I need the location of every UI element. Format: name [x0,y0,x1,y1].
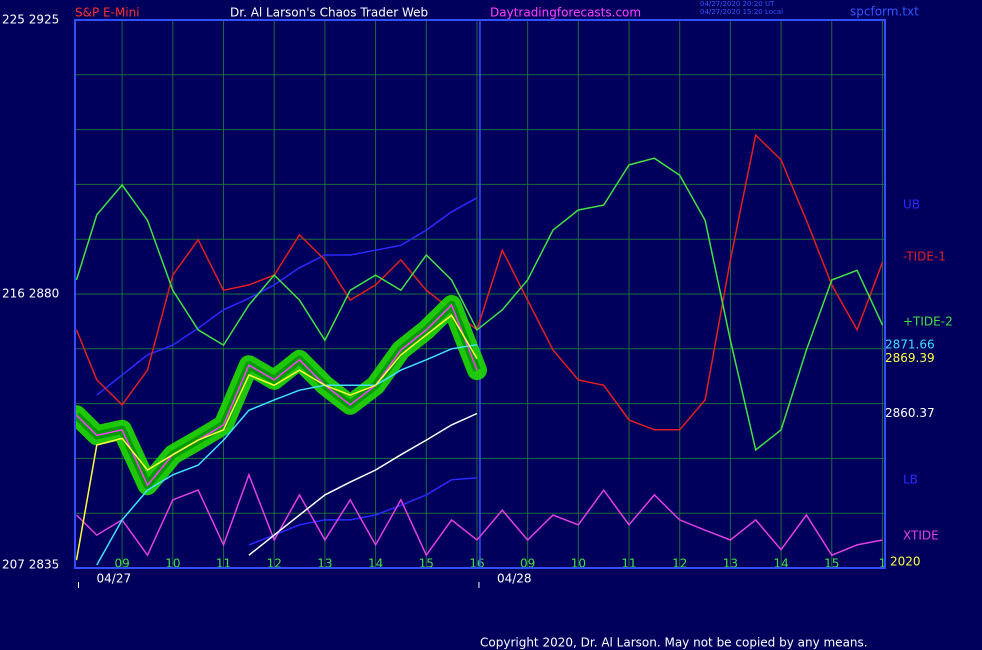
legend-label: LB [903,473,918,487]
year: 2020 [890,555,921,569]
legend-label: -TIDE-1 [903,250,946,264]
copyright: Copyright 2020, Dr. Al Larson. May not b… [480,636,868,650]
chart-title: Dr. Al Larson's Chaos Trader Web [230,6,428,20]
series-line [248,477,478,546]
y-tick-label: 216 2880 [2,287,59,301]
end-value-label: 2869.39 [885,351,935,365]
date-label: 04/28 [497,572,532,586]
legend-label: +TIDE-2 [903,315,953,329]
end-value-label: 2860.37 [885,406,935,420]
timestamp: 04/27/2020 15:20 Local [700,8,783,16]
site: Daytradingforecasts.com [490,6,641,20]
instrument: S&P E-Mini [75,6,140,20]
series-line [75,303,478,487]
series-line [248,412,478,556]
legend-label: XTIDE [903,529,939,543]
x-tick-label: 1 [879,557,887,571]
end-value-label: 2871.66 [885,337,935,351]
series-line [75,472,883,557]
date-label: 04/27 [97,572,132,586]
timestamp: 04/27/2020 20:20 UT [700,0,775,8]
series-line [75,157,884,452]
series-line [96,344,478,566]
series-layer [75,133,884,566]
plot-border [74,19,886,569]
file-name: spcform.txt [850,5,919,19]
y-tick-label: 225 2925 [2,13,59,27]
legend-label: UB [903,198,920,212]
series-line [96,197,478,396]
series-line [75,314,478,561]
y-tick-label: 207 2835 [2,558,59,572]
